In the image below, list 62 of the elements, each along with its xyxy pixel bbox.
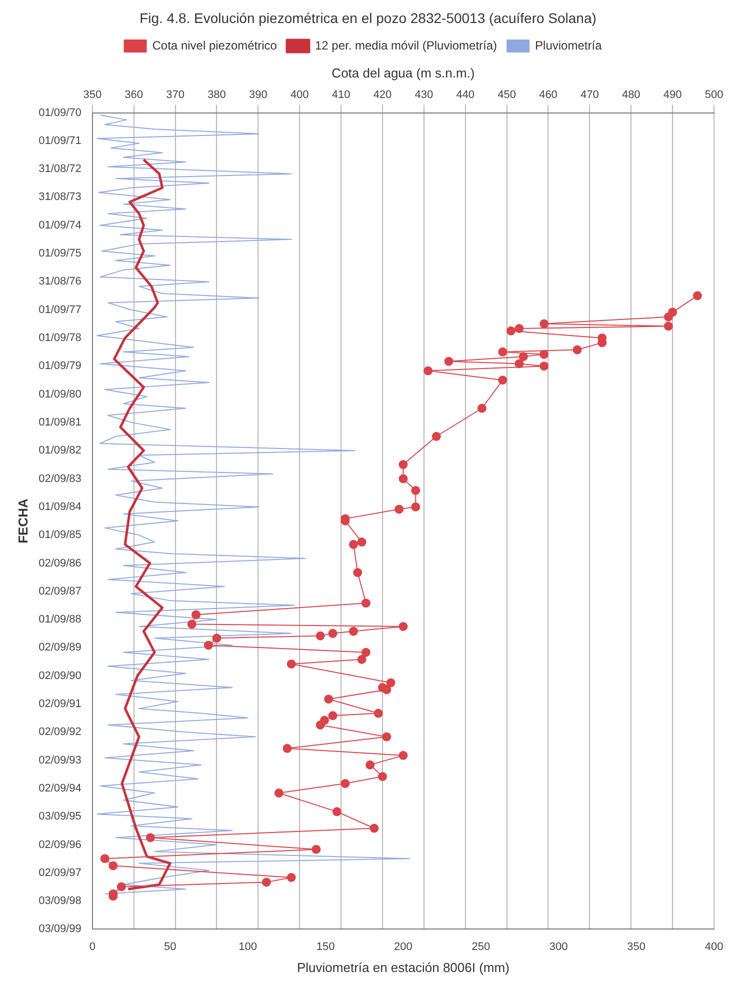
x2-tick-label: 470 — [580, 89, 599, 102]
y-tick-label: 01/09/81 — [38, 416, 82, 428]
y-tick-label: 02/09/94 — [38, 782, 82, 794]
y-tick-label: 01/09/85 — [38, 529, 82, 542]
x2-tick-label: 430 — [414, 89, 434, 102]
x-tick-label: 100 — [238, 940, 257, 953]
y-tick-label: 01/09/84 — [38, 500, 82, 513]
x2-axis-title: Cota del agua (m s.n.m.) — [332, 65, 475, 80]
x2-tick-label: 410 — [332, 89, 350, 102]
y-tick-label: 01/09/82 — [38, 444, 82, 457]
y-tick-label: 01/09/71 — [38, 134, 82, 147]
x2-tick-label: 450 — [498, 89, 516, 102]
y-tick-label: 02/09/92 — [38, 726, 82, 738]
x-axis-title: Pluviometría en estación 8006I (mm) — [296, 960, 510, 975]
y-tick-label: 31/08/73 — [38, 191, 82, 204]
x-tick-label: 150 — [316, 940, 335, 953]
y-tick-label: 03/09/98 — [38, 895, 82, 908]
y-tick-label: 02/09/83 — [38, 472, 82, 485]
y-tick-label: 31/08/76 — [38, 276, 82, 288]
y-tick-label: 02/09/90 — [38, 670, 82, 682]
y-tick-label: 03/09/99 — [38, 923, 82, 936]
y-tick-label: 02/09/86 — [38, 557, 82, 570]
x-tick-label: 50 — [164, 940, 176, 953]
x2-tick-label: 440 — [456, 89, 475, 102]
y-tick-label: 02/09/93 — [38, 754, 82, 766]
x2-tick-label: 490 — [663, 89, 682, 102]
y-tick-label: 02/09/96 — [38, 838, 82, 851]
x2-tick-label: 350 — [83, 89, 102, 102]
y-tick-label: 02/09/91 — [38, 698, 82, 710]
y-tick-label: 02/09/87 — [38, 585, 82, 598]
x2-tick-label: 370 — [166, 89, 184, 102]
y-tick-label: 01/09/78 — [38, 332, 82, 344]
y-tick-label: 31/08/72 — [38, 163, 82, 176]
legend-label: Pluviometría — [535, 38, 602, 52]
y-tick-label: 03/09/95 — [38, 810, 82, 823]
x2-tick-label: 420 — [373, 89, 392, 102]
x-tick-label: 0 — [89, 940, 96, 953]
y-tick-label: 01/09/75 — [38, 248, 82, 260]
chart-title: Fig. 4.8. Evolución piezométrica en el pozo 2832-50013 (acuífero Solana) — [138, 9, 598, 28]
y-tick-label: 02/09/89 — [38, 642, 82, 654]
x-tick-label: 300 — [549, 940, 568, 953]
x2-tick-label: 500 — [704, 89, 724, 102]
y-tick-label: 01/09/77 — [38, 304, 82, 316]
y-tick-label: 01/09/88 — [38, 614, 82, 626]
x2-tick-label: 460 — [539, 89, 558, 102]
x2-tick-label: 360 — [124, 89, 144, 102]
x-tick-label: 250 — [472, 940, 490, 953]
x-tick-label: 200 — [394, 940, 412, 953]
y-tick-label: 01/09/80 — [38, 388, 82, 400]
y-tick-label: 01/09/79 — [38, 360, 82, 372]
x-tick-label: 400 — [704, 940, 724, 953]
y-tick-label: 02/09/97 — [38, 866, 82, 879]
x2-tick-label: 380 — [208, 89, 226, 102]
x2-tick-label: 480 — [622, 89, 640, 102]
x2-tick-label: 390 — [248, 89, 268, 102]
legend-label: Cota nivel piezométrico — [152, 38, 278, 52]
x2-tick-label: 400 — [290, 89, 309, 102]
y-tick-label: 01/09/74 — [38, 219, 82, 232]
y-axis-title: FECHA — [15, 498, 30, 544]
x-tick-label: 350 — [627, 940, 646, 953]
legend-label: 12 per. media móvil (Pluviometría) — [314, 38, 498, 52]
y-tick-label: 01/09/70 — [38, 106, 82, 119]
